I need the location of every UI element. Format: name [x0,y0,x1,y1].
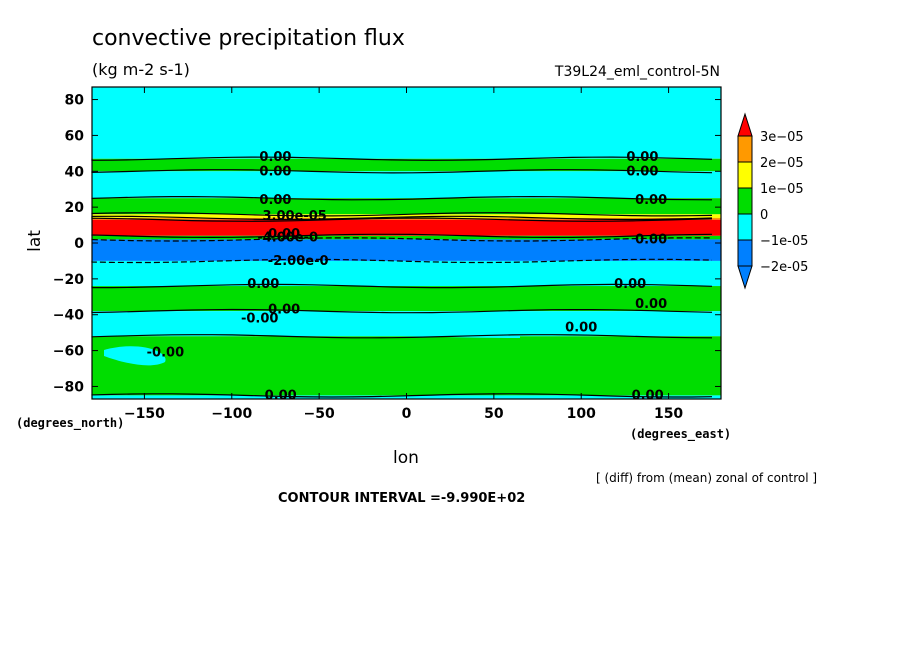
y-tick-label-6: −40 [53,308,84,324]
legend-swatch-3 [737,187,753,215]
contour-line-4 [91,215,713,221]
contour-label-4: 0.00 [259,193,291,208]
contour-label-19: 0.00 [632,388,664,403]
chart-title: convective precipitation flux [92,26,405,51]
contour-line-9 [91,283,713,289]
x-axis-units: (degrees_east) [630,427,731,442]
band-12 [92,336,721,396]
legend-label-1: 2e−05 [760,156,804,171]
plot-area [92,87,721,399]
contour-label-0: 0.00 [259,150,291,165]
patch-cyan-sw [92,317,200,330]
band-10 [92,286,721,312]
legend-swatch-2 [737,161,753,189]
contour-line-6 [91,233,713,239]
contour-line-0 [91,156,713,161]
band-5 [92,217,721,220]
x-axis-label: lon [393,448,419,468]
contour-label-10: -2.00e-0 [268,254,329,269]
legend-label-4: −1e-05 [760,234,808,249]
chart-units: (kg m-2 s-1) [92,60,190,79]
x-tick-label-2: −50 [304,406,335,422]
legend-swatch-4 [737,213,753,241]
contour-interval: CONTOUR INTERVAL =-9.990E+02 [278,491,525,506]
axes: −150 −100 −50 0 50 100 150 80 60 40 20 0 −20 −40 −60 −8… [53,86,722,422]
contour-label-3: 0.00 [626,164,658,179]
color-legend: 3e−05 2e−05 1e−05 0 −1e-05 −2e-05 [737,112,808,290]
band-8 [92,239,721,261]
legend-arrow-bottom [737,265,753,290]
y-tick-label-5: −20 [53,272,84,288]
band-6 [92,219,721,236]
run-label: T39L24_eml_control-5N [554,64,720,80]
contour-label-6: 3.00e-05 [262,209,326,224]
contour-label-7: 0.00 [268,227,300,242]
patch-cyan-far-south [104,346,166,366]
comparison-note: [ (diff) from (mean) zonal of control ] [596,471,817,485]
x-tick-label-6: 150 [654,406,683,422]
contour-label-17: -0.00 [147,345,184,360]
band-0 [92,87,721,159]
legend-arrow-top [737,112,753,137]
contour-label-18: 0.00 [265,388,297,403]
legend-label-3: 0 [760,208,768,223]
contour-label-1: 0.00 [626,150,658,165]
contour-label-14: 0.00 [635,297,667,312]
contour-line-12 [91,393,713,398]
x-tick-label-4: 50 [484,406,504,422]
band-9 [92,260,721,287]
band-1 [92,158,721,172]
y-axis-label: lat [25,230,45,252]
contour-lines [91,156,713,398]
contour-line-2 [91,195,713,201]
contour-label-16: 0.00 [565,320,597,335]
x-tick-label-0: −150 [124,406,165,422]
contour-label-11: 0.00 [247,277,279,292]
contour-line-8 [91,258,713,264]
band-4 [92,214,721,218]
x-tick-label-5: 100 [567,406,596,422]
legend-label-0: 3e−05 [760,130,804,145]
x-tick-label-1: −100 [211,406,252,422]
band-3 [92,198,721,215]
contour-label-2: 0.00 [259,164,291,179]
contour-line-11 [91,334,713,339]
y-tick-label-0: 80 [65,93,85,109]
y-tick-label-2: 40 [65,164,85,180]
band-7 [92,235,721,240]
x-tick-label-3: 0 [402,406,412,422]
y-tick-label-4: 0 [74,236,84,252]
contour-label-12: 0.00 [614,277,646,292]
contour-line-5 [91,217,713,222]
legend-label-5: −2e-05 [760,260,808,275]
contour-labels: 0.00 0.000.00 0.000.00 0.003.00e-050.00-4.0… [147,150,668,403]
band-2 [92,171,721,199]
contour-label-5: 0.00 [635,193,667,208]
legend-swatch-5 [737,239,753,267]
contour-line-1 [91,169,713,174]
legend-label-2: 1e−05 [760,182,804,197]
contour-label-9: 0.00 [635,232,667,247]
y-tick-label-7: −60 [53,344,84,360]
legend-swatch-1 [737,135,753,163]
contour-line-3 [91,212,713,217]
y-tick-label-3: 20 [65,200,85,216]
y-tick-label-1: 60 [65,128,85,144]
y-axis-units: (degrees_north) [16,416,124,431]
y-tick-label-8: −80 [53,379,84,395]
contour-line-10 [91,308,713,314]
contour-label-8: -4.00e-0 [257,231,318,246]
contour-label-15: -0.00 [241,311,278,326]
contour-label-13: 0.00 [268,302,300,317]
contour-line-7 [91,237,713,242]
